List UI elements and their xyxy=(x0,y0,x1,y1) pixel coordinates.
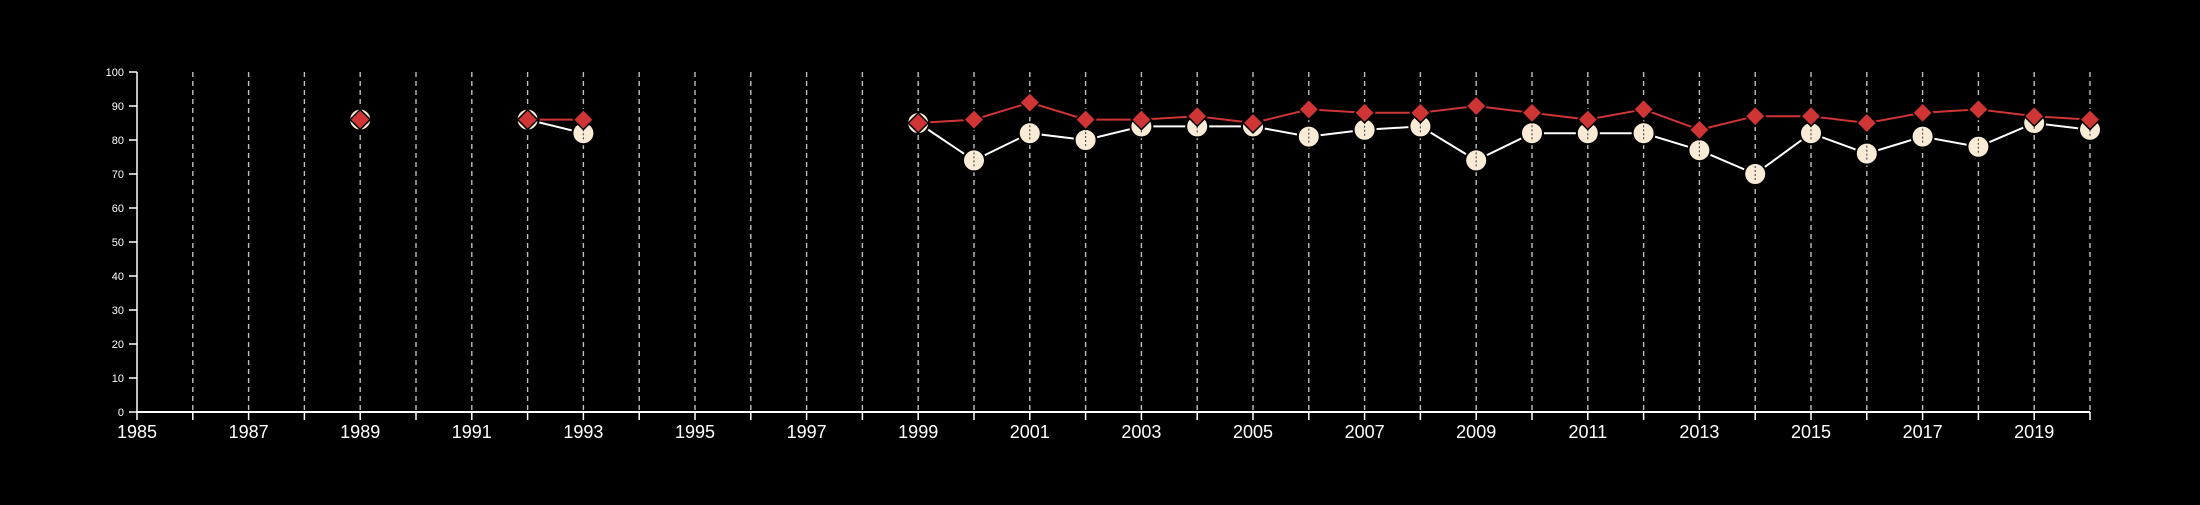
y-tick-label: 60 xyxy=(112,203,124,215)
series-2-point xyxy=(1632,98,1655,121)
x-tick-label: 1987 xyxy=(229,422,269,442)
series-2-point xyxy=(1911,101,1934,124)
series-2-point xyxy=(907,111,930,135)
y-tick-label: 30 xyxy=(112,305,124,317)
y-tick-label: 0 xyxy=(118,407,124,419)
y-tick-label: 20 xyxy=(112,339,124,351)
x-tick-label: 2005 xyxy=(1233,422,1273,442)
series-2-point xyxy=(349,108,372,131)
series-2-point xyxy=(2078,108,2102,131)
series-2-point xyxy=(1744,105,1767,128)
x-tick-label: 1989 xyxy=(340,422,380,442)
series-2-point xyxy=(572,108,595,131)
y-tick-label: 100 xyxy=(106,67,124,79)
series-2-point xyxy=(962,108,986,131)
series-2-point xyxy=(1799,105,1823,128)
series-2-point xyxy=(1855,111,1878,135)
x-tick-label: 1999 xyxy=(898,422,938,442)
y-tick-label: 40 xyxy=(112,271,124,283)
series-2-point xyxy=(1130,108,1153,131)
series-2-point xyxy=(1074,108,1097,131)
x-tick-label: 2013 xyxy=(1679,422,1719,442)
series-2-point xyxy=(1241,111,1265,135)
y-tick-label: 10 xyxy=(112,373,124,385)
series-2-point xyxy=(1297,98,1320,121)
x-tick-label: 1985 xyxy=(117,422,157,442)
series-2-point xyxy=(1967,98,1990,121)
x-tick-label: 2007 xyxy=(1345,422,1385,442)
x-tick-label: 1997 xyxy=(787,422,827,442)
x-tick-label: 2001 xyxy=(1010,422,1050,442)
x-tick-label: 2003 xyxy=(1121,422,1161,442)
series-2-line xyxy=(918,101,2091,131)
x-tick-label: 2017 xyxy=(1903,422,1943,442)
series-2-point xyxy=(1186,105,1209,128)
x-tick-label: 2011 xyxy=(1568,422,1607,442)
series-2-point xyxy=(2023,105,2046,128)
series-2-point xyxy=(1576,108,1599,131)
x-tick-label: 1991 xyxy=(452,422,492,442)
y-tick-label: 50 xyxy=(112,237,124,249)
series-2-point xyxy=(1465,94,1488,118)
series-2-point xyxy=(1520,101,1544,124)
series-2-point xyxy=(1018,91,1041,114)
series-2-point xyxy=(516,108,539,131)
x-tick-label: 2019 xyxy=(2014,422,2054,442)
series-layer xyxy=(348,91,2102,186)
x-tick-label: 2015 xyxy=(1791,422,1831,442)
y-tick-label: 80 xyxy=(112,135,124,147)
series-2-point xyxy=(1688,118,1711,141)
series-2-point xyxy=(1353,101,1376,124)
series-2-point xyxy=(1409,101,1432,124)
y-tick-label: 90 xyxy=(112,101,124,113)
x-tick-label: 2009 xyxy=(1456,422,1496,442)
series-1-line xyxy=(917,121,2091,176)
y-tick-label: 70 xyxy=(112,169,124,181)
axis-layer: 0 10 20 30 40 50 60 70 80 90 100 1985 1987 1989 1991 19… xyxy=(106,67,2091,442)
x-tick-label: 1995 xyxy=(675,422,715,442)
x-tick-label: 1993 xyxy=(563,422,603,442)
